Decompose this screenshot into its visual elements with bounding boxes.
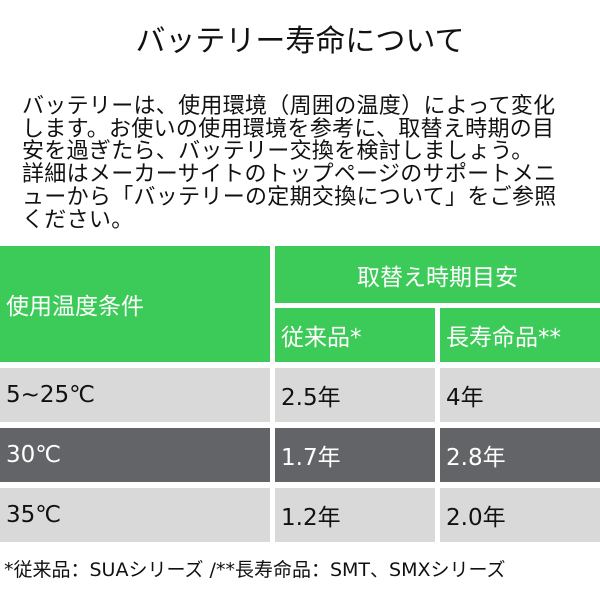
row-standard: 1.7年	[275, 428, 435, 482]
row-temp: 5~25℃	[0, 368, 270, 422]
description-line: 安を過ぎたら、バッテリー交換を検討しましょう。	[22, 139, 534, 165]
header-standard: 従来品*	[275, 308, 435, 362]
row-standard: 1.2年	[275, 488, 435, 542]
page-title: バッテリー寿命について	[135, 24, 465, 59]
row-temp: 30℃	[0, 428, 270, 482]
row-long: 2.8年	[440, 428, 600, 482]
description-line: ください。	[22, 207, 134, 233]
description-line: ューから「バッテリーの定期交換について」をご参照	[22, 184, 557, 210]
header-long-life: 長寿命品**	[440, 308, 600, 362]
description: バッテリーは、使用環境（周囲の温度）によって変化 します。お使いの使用環境を参考…	[22, 94, 592, 233]
header-replacement-group: 取替え時期目安	[275, 246, 600, 303]
row-long: 2.0年	[440, 488, 600, 542]
row-temp: 35℃	[0, 488, 270, 542]
description-line: します。お使いの使用環境を参考に、取替え時期の目	[22, 116, 555, 142]
row-standard: 2.5年	[275, 368, 435, 422]
description-line: バッテリーは、使用環境（周囲の温度）によって変化	[22, 94, 556, 119]
footnote: *従来品：SUAシリーズ /**長寿命品：SMT、SMXシリーズ	[4, 559, 506, 581]
header-condition: 使用温度条件	[0, 246, 270, 362]
description-line: 詳細はメーカーサイトのトップページのサポートメニ	[22, 162, 557, 188]
row-long: 4年	[440, 368, 600, 422]
